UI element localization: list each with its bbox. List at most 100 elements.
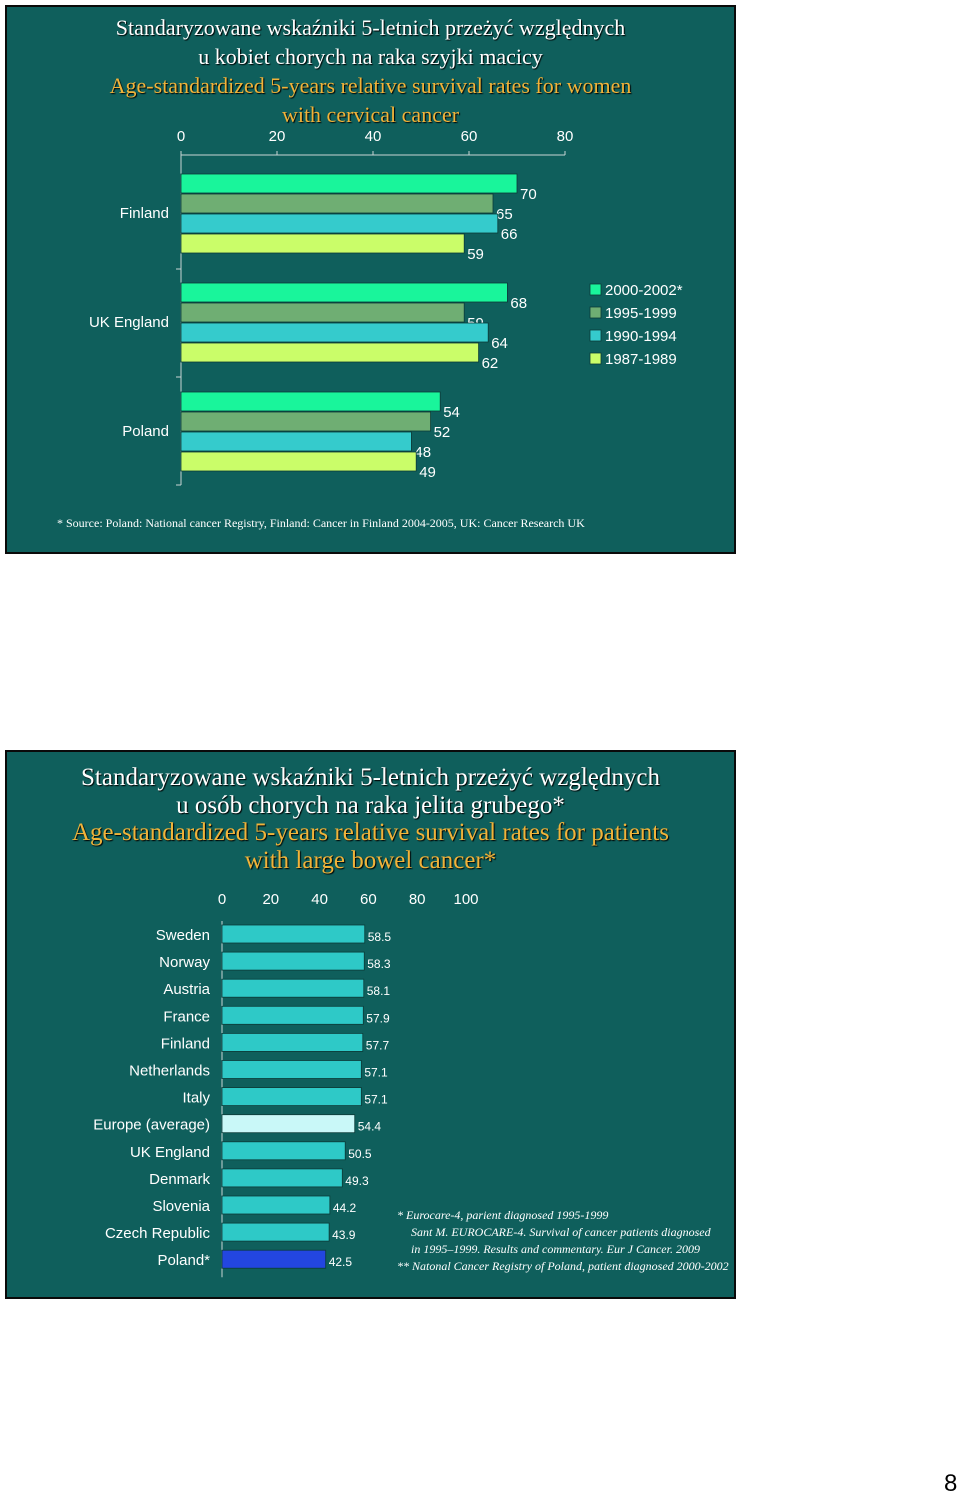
slide1-title-pl-2: u kobiet chorych na raka szyjki macicy — [198, 44, 543, 69]
note-line-2: Sant M. EUROCARE-4. Survival of cancer p… — [411, 1225, 711, 1239]
x-tick-label: 20 — [269, 128, 286, 145]
x-tick-label: 60 — [461, 128, 478, 145]
bar-finland-1990-1994 — [180, 213, 499, 234]
bar-france — [221, 1005, 364, 1025]
bar-uk-england-1990-1994 — [180, 322, 489, 343]
legend-label: 1990-1994 — [605, 328, 677, 345]
data-label: 54.4 — [358, 1120, 382, 1134]
bar-finland-2000-2002 — [180, 173, 518, 194]
category-label-austria: Austria — [163, 981, 210, 998]
data-label: 58.5 — [368, 930, 392, 944]
bar-poland-2000-2002 — [180, 391, 441, 412]
data-label: 44.2 — [333, 1201, 357, 1215]
bowel-chart-background: 0 20 40 60 80 100 Sweden 58.5 Norway 58.3 Austria 5… — [93, 891, 479, 1278]
data-label: 48 — [414, 444, 431, 461]
data-label: 43.9 — [332, 1228, 356, 1242]
bar-norway — [221, 951, 365, 971]
bar-slovenia — [221, 1195, 331, 1215]
slide1-title-en-1: Age-standardized 5-years relative surviv… — [109, 73, 632, 98]
x-tick-label: 0 — [218, 891, 226, 908]
bar-denmark — [221, 1168, 343, 1188]
data-label: 62 — [482, 355, 499, 372]
category-label-netherlands: Netherlands — [129, 1063, 210, 1080]
category-label-czech-republic: Czech Republic — [105, 1225, 211, 1242]
category-label-uk-england: UK England — [130, 1144, 210, 1161]
legend-swatch-1995-1999 — [589, 306, 602, 319]
bar-uk-england-1995-1999 — [180, 302, 465, 323]
data-label: 70 — [520, 186, 537, 203]
slide2-title-pl-1: Standaryzowane wskaźniki 5-letnich przeż… — [81, 764, 660, 791]
x-tick-label: 80 — [557, 128, 574, 145]
slide1-title-pl-1: Standaryzowane wskaźniki 5-letnich przeż… — [115, 15, 626, 40]
data-label: 42.5 — [329, 1255, 353, 1269]
bar-netherlands — [221, 1060, 362, 1079]
slide2-title-en-1: Age-standardized 5-years relative surviv… — [72, 819, 669, 846]
data-label: 65 — [496, 206, 513, 223]
bar-poland-1987-1989 — [180, 451, 417, 472]
x-tick-label: 20 — [262, 891, 279, 908]
legend-label: 1995-1999 — [605, 305, 677, 322]
references-note: * Eurocare-4, parient diagnosed 1995-199… — [397, 1207, 729, 1275]
note-line-3: in 1995–1999. Results and commentary. Eu… — [411, 1242, 700, 1256]
legend-swatch-1990-1994 — [589, 329, 602, 342]
data-label: 59 — [467, 246, 484, 263]
category-label-finland: Finland — [161, 1035, 210, 1052]
bar-sweden — [221, 924, 366, 944]
legend-swatch-2000-2002 — [589, 283, 602, 296]
x-tick-label: 0 — [177, 128, 185, 145]
x-tick-label: 60 — [360, 891, 377, 908]
x-tick-label: 40 — [365, 128, 382, 145]
page-number: 8 — [944, 1470, 958, 1497]
category-label-poland: Poland — [122, 423, 169, 440]
x-tick-label: 80 — [409, 891, 426, 908]
note-line-1: * Eurocare-4, parient diagnosed 1995-199… — [397, 1208, 609, 1222]
x-tick-label: 40 — [311, 891, 328, 908]
data-label: 64 — [491, 335, 508, 352]
x-tick-label: 100 — [453, 891, 478, 908]
category-label-sweden: Sweden — [156, 927, 210, 944]
legend-label: 1987-1989 — [605, 351, 677, 368]
bar-poland-1990-1994 — [180, 431, 412, 452]
data-label: 57.1 — [364, 1093, 388, 1107]
bar-uk-england-2000-2002 — [180, 282, 508, 303]
data-label: 49.3 — [345, 1174, 369, 1188]
category-label-finland: Finland — [120, 205, 169, 222]
bar-poland — [221, 1249, 327, 1269]
category-label-slovenia: Slovenia — [152, 1198, 210, 1215]
slide2-title-pl-2: u osób chorych na raka jelita grubego* — [176, 792, 565, 819]
legend-label: 2000-2002* — [605, 282, 683, 299]
bar-uk-england-1987-1989 — [180, 342, 480, 363]
data-label: 58.1 — [367, 984, 391, 998]
data-label: 57.7 — [366, 1038, 390, 1052]
data-label: 49 — [419, 464, 436, 481]
slide-bowel-cancer: 0 20 40 60 80 100 Sweden 58.5 Norway 58.3 Austria 5… — [5, 750, 736, 1299]
category-label-uk-england: UK England — [89, 314, 169, 331]
data-label: 52 — [434, 424, 451, 441]
bar-poland-1995-1999 — [180, 411, 432, 432]
slide1-title-en-2: with cervical cancer — [281, 102, 460, 127]
category-label-norway: Norway — [159, 954, 210, 971]
data-label: 68 — [510, 295, 527, 312]
category-label-france: France — [163, 1008, 210, 1025]
category-label-poland: Poland* — [157, 1252, 210, 1269]
bar-czech-republic — [221, 1222, 330, 1242]
category-label-denmark: Denmark — [149, 1171, 210, 1188]
bar-italy — [221, 1087, 362, 1107]
slide2-title-en-2: with large bowel cancer* — [244, 847, 497, 874]
category-label-italy: Italy — [182, 1090, 210, 1107]
bar-finland-1987-1989 — [180, 233, 465, 254]
bar-uk-england — [221, 1141, 346, 1161]
bar-austria — [221, 978, 365, 998]
data-label: 58.3 — [367, 957, 391, 971]
data-label: 57.9 — [366, 1011, 390, 1025]
data-label: 66 — [501, 226, 518, 243]
data-label: 50.5 — [348, 1147, 372, 1161]
note-line-4: ** Natonal Cancer Registry of Poland, pa… — [397, 1259, 729, 1273]
bar-finland-1995-1999 — [180, 193, 494, 214]
data-label: 54 — [443, 404, 460, 421]
source-note: * Source: Poland: National cancer Regist… — [57, 516, 585, 530]
bar-finland — [221, 1032, 364, 1052]
bar-europe-average — [221, 1114, 356, 1134]
